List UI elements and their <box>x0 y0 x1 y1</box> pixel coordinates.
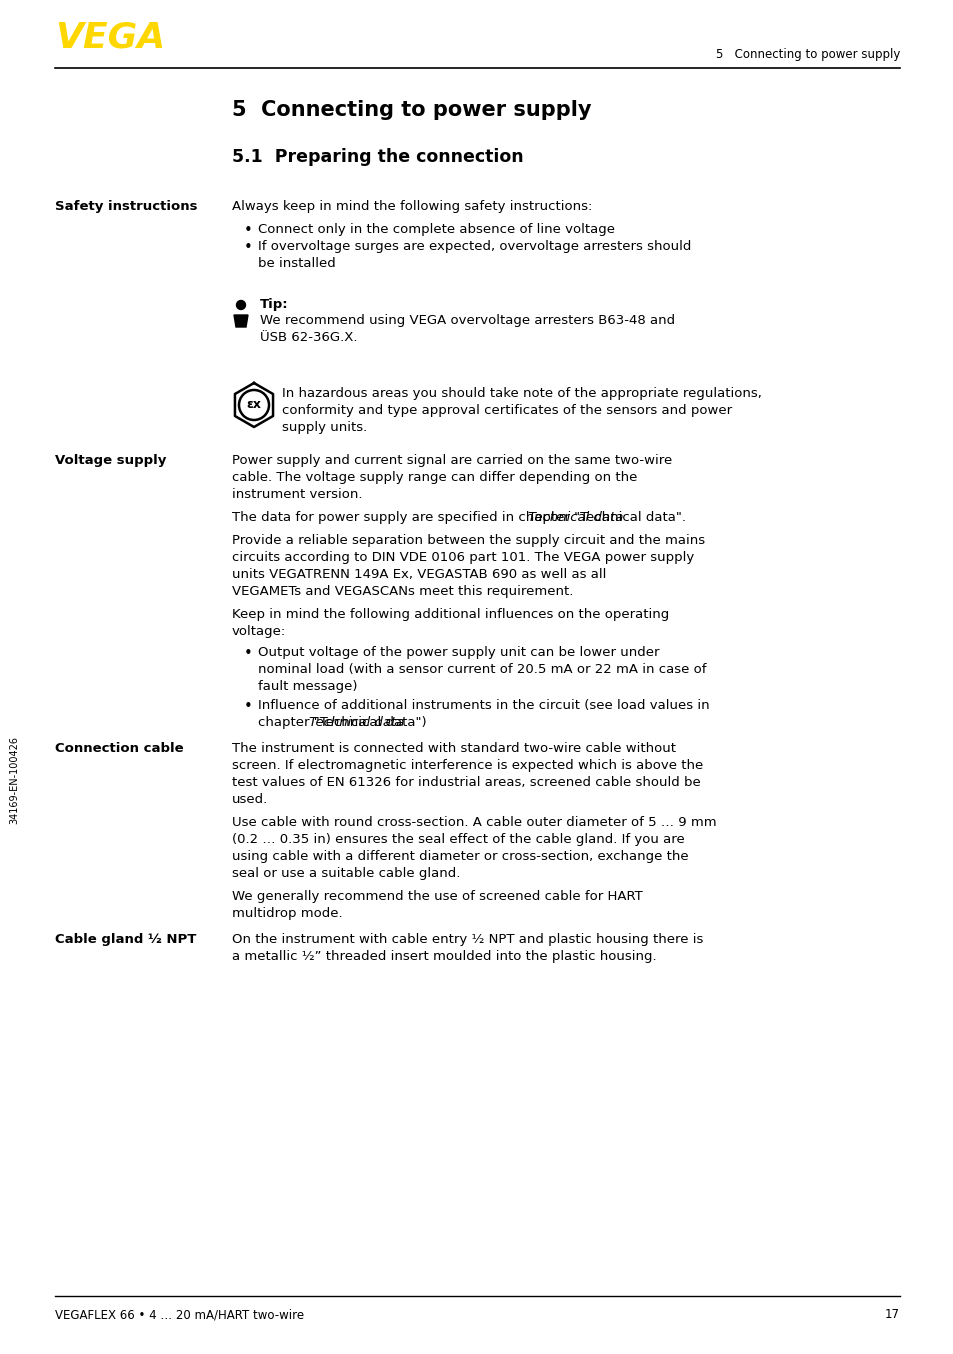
Text: (0.2 … 0.35 in) ensures the seal effect of the cable gland. If you are: (0.2 … 0.35 in) ensures the seal effect … <box>232 833 684 846</box>
Text: VEGA: VEGA <box>55 20 165 54</box>
Text: Technical data: Technical data <box>309 716 404 728</box>
Text: In hazardous areas you should take note of the appropriate regulations,: In hazardous areas you should take note … <box>282 387 761 399</box>
Text: supply units.: supply units. <box>282 421 367 435</box>
Text: Influence of additional instruments in the circuit (see load values in: Influence of additional instruments in t… <box>257 699 709 712</box>
Text: Use cable with round cross-section. A cable outer diameter of 5 … 9 mm: Use cable with round cross-section. A ca… <box>232 816 716 829</box>
Text: instrument version.: instrument version. <box>232 487 362 501</box>
Text: •: • <box>244 699 253 714</box>
Text: 5  Connecting to power supply: 5 Connecting to power supply <box>232 100 591 121</box>
Text: εx: εx <box>246 398 261 410</box>
Text: 34169-EN-100426: 34169-EN-100426 <box>9 737 19 825</box>
Text: Always keep in mind the following safety instructions:: Always keep in mind the following safety… <box>232 200 592 213</box>
Text: Provide a reliable separation between the supply circuit and the mains: Provide a reliable separation between th… <box>232 533 704 547</box>
Text: VEGAMETs and VEGASCANs meet this requirement.: VEGAMETs and VEGASCANs meet this require… <box>232 585 573 598</box>
Text: Power supply and current signal are carried on the same two-wire: Power supply and current signal are carr… <box>232 454 672 467</box>
Polygon shape <box>233 315 248 328</box>
Text: •: • <box>244 646 253 661</box>
Text: nominal load (with a sensor current of 20.5 mA or 22 mA in case of: nominal load (with a sensor current of 2… <box>257 663 706 676</box>
Text: VEGAFLEX 66 • 4 … 20 mA/HART two-wire: VEGAFLEX 66 • 4 … 20 mA/HART two-wire <box>55 1308 304 1322</box>
Text: multidrop mode.: multidrop mode. <box>232 907 342 919</box>
Text: Voltage supply: Voltage supply <box>55 454 166 467</box>
Text: Safety instructions: Safety instructions <box>55 200 197 213</box>
Text: If overvoltage surges are expected, overvoltage arresters should: If overvoltage surges are expected, over… <box>257 240 691 253</box>
Text: Output voltage of the power supply unit can be lower under: Output voltage of the power supply unit … <box>257 646 659 659</box>
Text: a metallic ½” threaded insert moulded into the plastic housing.: a metallic ½” threaded insert moulded in… <box>232 951 656 963</box>
Text: be installed: be installed <box>257 257 335 269</box>
Text: Keep in mind the following additional influences on the operating: Keep in mind the following additional in… <box>232 608 669 621</box>
Text: 5   Connecting to power supply: 5 Connecting to power supply <box>715 47 899 61</box>
Text: We recommend using VEGA overvoltage arresters B63-48 and: We recommend using VEGA overvoltage arre… <box>260 314 675 328</box>
Text: Cable gland ½ NPT: Cable gland ½ NPT <box>55 933 196 946</box>
Text: used.: used. <box>232 793 268 806</box>
Text: Technical data: Technical data <box>528 510 623 524</box>
Text: Tip:: Tip: <box>260 298 289 311</box>
Text: 5.1  Preparing the connection: 5.1 Preparing the connection <box>232 148 523 167</box>
Text: Connect only in the complete absence of line voltage: Connect only in the complete absence of … <box>257 223 615 236</box>
Text: The data for power supply are specified in chapter "Technical data".: The data for power supply are specified … <box>232 510 685 524</box>
Text: screen. If electromagnetic interference is expected which is above the: screen. If electromagnetic interference … <box>232 760 702 772</box>
Text: fault message): fault message) <box>257 680 357 693</box>
Text: cable. The voltage supply range can differ depending on the: cable. The voltage supply range can diff… <box>232 471 637 483</box>
Text: circuits according to DIN VDE 0106 part 101. The VEGA power supply: circuits according to DIN VDE 0106 part … <box>232 551 694 565</box>
Text: ÜSB 62-36G.X.: ÜSB 62-36G.X. <box>260 330 357 344</box>
Circle shape <box>236 301 245 310</box>
Text: test values of EN 61326 for industrial areas, screened cable should be: test values of EN 61326 for industrial a… <box>232 776 700 789</box>
Text: units VEGATRENN 149A Ex, VEGASTAB 690 as well as all: units VEGATRENN 149A Ex, VEGASTAB 690 as… <box>232 567 606 581</box>
Text: seal or use a suitable cable gland.: seal or use a suitable cable gland. <box>232 867 460 880</box>
Text: The instrument is connected with standard two-wire cable without: The instrument is connected with standar… <box>232 742 676 756</box>
Text: conformity and type approval certificates of the sensors and power: conformity and type approval certificate… <box>282 403 731 417</box>
Text: using cable with a different diameter or cross-section, exchange the: using cable with a different diameter or… <box>232 850 688 862</box>
Text: We generally recommend the use of screened cable for HART: We generally recommend the use of screen… <box>232 890 642 903</box>
Text: Connection cable: Connection cable <box>55 742 183 756</box>
Text: voltage:: voltage: <box>232 626 286 638</box>
Text: •: • <box>244 240 253 255</box>
Text: On the instrument with cable entry ½ NPT and plastic housing there is: On the instrument with cable entry ½ NPT… <box>232 933 702 946</box>
Text: •: • <box>244 223 253 238</box>
Text: 17: 17 <box>884 1308 899 1322</box>
Text: chapter "Technical data"): chapter "Technical data") <box>257 716 426 728</box>
